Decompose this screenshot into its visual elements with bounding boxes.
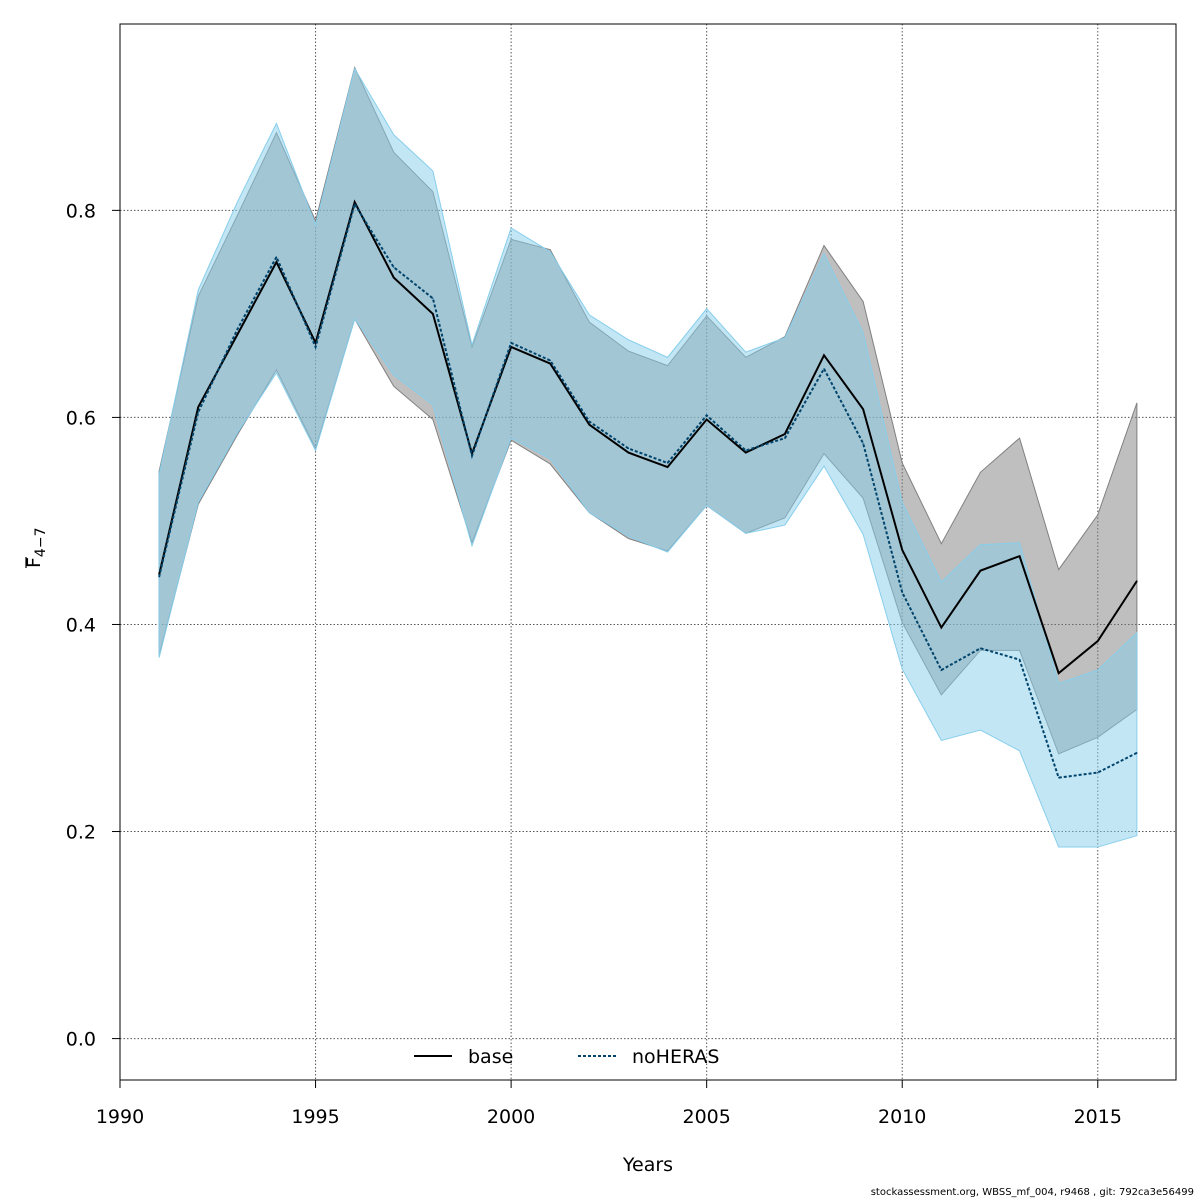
data-point-noHERAS (901, 591, 903, 593)
y-tick-label: 0.0 (66, 1029, 96, 1051)
y-axis-title: F4−7 (23, 528, 49, 568)
data-point-base (275, 261, 278, 263)
data-point-base (1097, 640, 1099, 642)
y-tick-label: 0.4 (66, 614, 96, 636)
x-axis: 1990 1995 2000 2005 2010 2015 (96, 1079, 1122, 1128)
data-point-base (862, 408, 864, 410)
data-point-noHERAS (236, 328, 238, 331)
band-layer (158, 65, 1138, 848)
data-point-base (236, 333, 238, 336)
data-point-base (823, 354, 825, 356)
series-line-base (158, 199, 1138, 675)
data-point-noHERAS (393, 266, 395, 268)
data-point-noHERAS (275, 256, 278, 258)
legend-label-noHERAS: noHERAS (632, 1046, 719, 1068)
data-point-noHERAS (862, 442, 864, 444)
x-tick-label: 2005 (682, 1106, 730, 1128)
data-point-noHERAS (940, 669, 942, 671)
legend: base noHERAS (414, 1046, 719, 1068)
data-point-noHERAS (432, 297, 434, 299)
data-point-base (588, 424, 590, 426)
x-axis-title: Years (622, 1154, 673, 1176)
x-tick-label: 1995 (291, 1106, 339, 1128)
data-point-base (1018, 555, 1021, 557)
x-tick-label: 2010 (878, 1106, 926, 1128)
data-point-base (666, 466, 669, 468)
data-point-base (354, 201, 356, 203)
legend-label-base: base (468, 1046, 513, 1068)
y-axis: 0.0 0.2 0.4 0.6 0.8 (66, 200, 121, 1051)
data-point-noHERAS (627, 447, 630, 450)
line-layer (158, 199, 1138, 779)
series-line-noHERAS (158, 201, 1138, 779)
data-point-base (1136, 580, 1138, 582)
data-point-noHERAS (158, 576, 160, 578)
y-tick-label: 0.8 (66, 200, 96, 222)
data-point-noHERAS (1136, 752, 1138, 754)
confidence-band-noHERAS (158, 67, 1138, 848)
data-point-base (1058, 672, 1060, 674)
data-point-noHERAS (354, 203, 356, 205)
data-point-base (627, 452, 630, 454)
x-tick-label: 1990 (96, 1106, 144, 1128)
data-point-base (197, 406, 199, 408)
data-point-base (784, 433, 786, 435)
data-point-noHERAS (784, 437, 786, 439)
data-point-base (706, 418, 708, 421)
data-point-noHERAS (1018, 659, 1021, 661)
data-point-noHERAS (979, 647, 982, 649)
data-point-base (979, 570, 982, 572)
y-axis-title-main: F (23, 557, 45, 568)
x-tick-label: 2015 (1074, 1106, 1122, 1128)
data-point-noHERAS (314, 346, 317, 348)
data-point-noHERAS (666, 462, 669, 464)
data-point-noHERAS (510, 342, 512, 344)
data-point-noHERAS (1058, 777, 1060, 779)
y-axis-title-text: F4−7 (23, 528, 49, 568)
y-tick-label: 0.6 (66, 407, 96, 429)
data-point-base (432, 313, 434, 315)
footer-credit: stockassessment.org, WBSS_mf_004, r9468 … (870, 1187, 1194, 1198)
data-point-noHERAS (706, 414, 708, 416)
data-point-base (549, 362, 551, 365)
data-point-noHERAS (823, 368, 825, 370)
data-point-base (901, 549, 903, 551)
data-point-base (940, 626, 942, 629)
data-point-noHERAS (588, 420, 590, 423)
data-point-base (393, 277, 395, 279)
data-point-noHERAS (745, 449, 747, 452)
data-point-noHERAS (1097, 771, 1099, 774)
data-point-base (745, 452, 747, 454)
data-point-noHERAS (549, 359, 551, 362)
data-point-noHERAS (471, 455, 473, 457)
x-tick-label: 2000 (487, 1106, 535, 1128)
y-axis-title-sub: 4−7 (33, 528, 49, 558)
data-point-noHERAS (197, 411, 199, 413)
y-tick-label: 0.2 (66, 822, 96, 844)
